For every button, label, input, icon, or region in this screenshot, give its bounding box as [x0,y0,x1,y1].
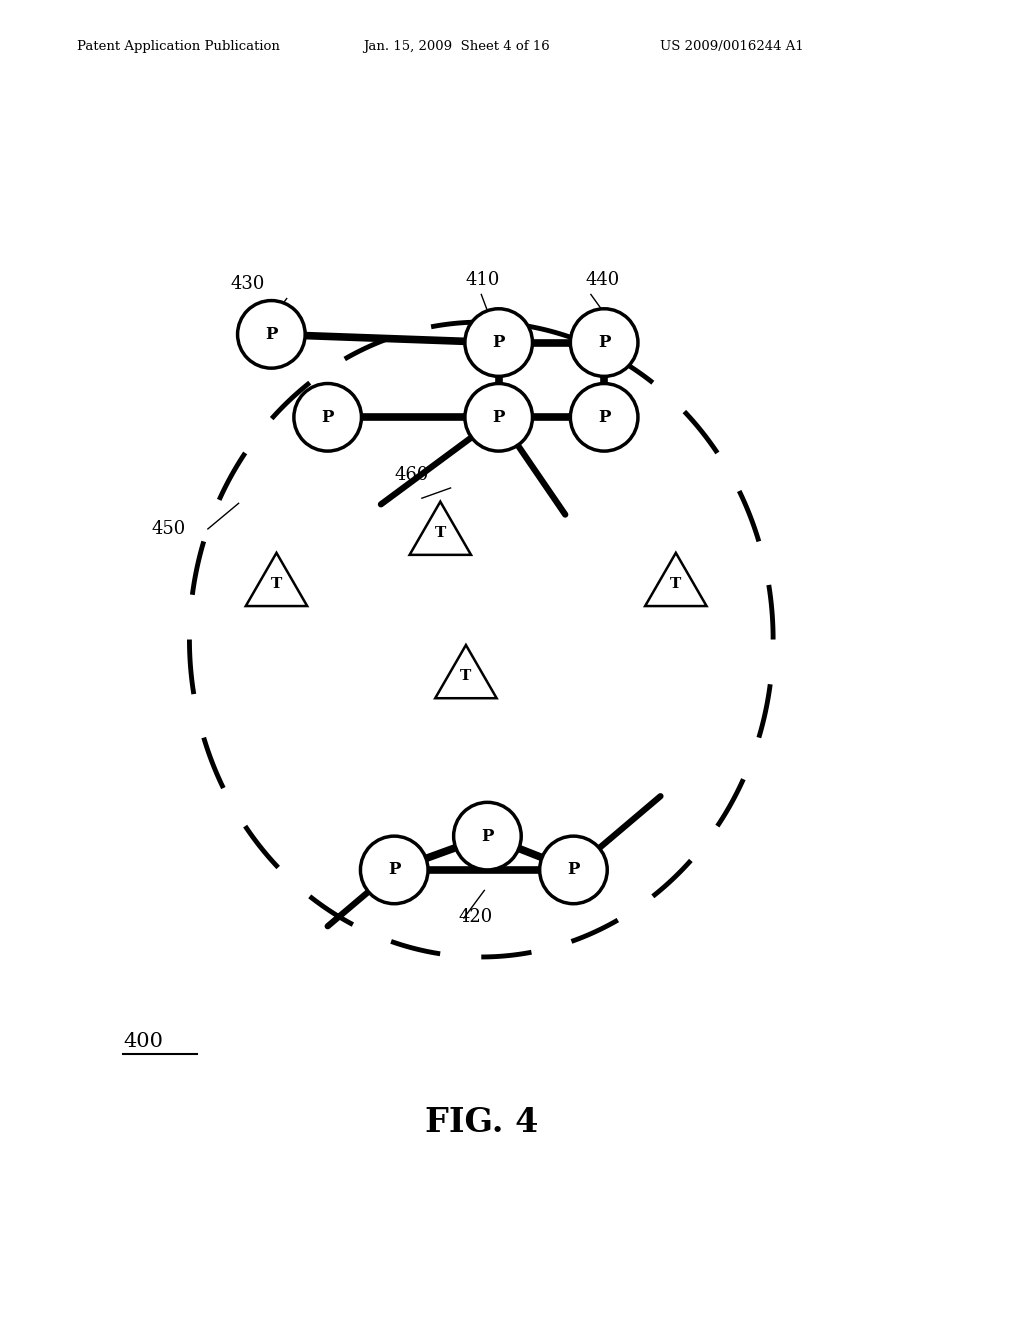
Circle shape [540,836,607,904]
Circle shape [360,836,428,904]
Text: FIG. 4: FIG. 4 [425,1106,538,1139]
Text: P: P [598,409,610,426]
Text: P: P [493,334,505,351]
Text: P: P [493,409,505,426]
Text: T: T [271,577,282,591]
Circle shape [454,803,521,870]
Polygon shape [410,502,471,554]
Text: 420: 420 [459,908,493,927]
Text: T: T [435,525,445,540]
Polygon shape [645,553,707,606]
Text: P: P [598,334,610,351]
Text: 450: 450 [152,520,185,539]
Circle shape [238,301,305,368]
Text: US 2009/0016244 A1: US 2009/0016244 A1 [660,40,804,53]
Polygon shape [435,645,497,698]
Text: 430: 430 [230,276,265,293]
Circle shape [465,309,532,376]
Text: P: P [265,326,278,343]
Text: 440: 440 [586,272,620,289]
Text: P: P [388,862,400,878]
Text: T: T [461,669,471,682]
Text: T: T [671,577,681,591]
Text: Patent Application Publication: Patent Application Publication [77,40,280,53]
Circle shape [570,309,638,376]
Circle shape [294,384,361,451]
Text: 410: 410 [466,272,501,289]
Polygon shape [246,553,307,606]
Circle shape [465,384,532,451]
Text: P: P [567,862,580,878]
Circle shape [570,384,638,451]
Text: 400: 400 [123,1032,163,1051]
Text: 460: 460 [394,466,429,484]
Text: P: P [481,828,494,845]
Text: Jan. 15, 2009  Sheet 4 of 16: Jan. 15, 2009 Sheet 4 of 16 [364,40,550,53]
Text: P: P [322,409,334,426]
